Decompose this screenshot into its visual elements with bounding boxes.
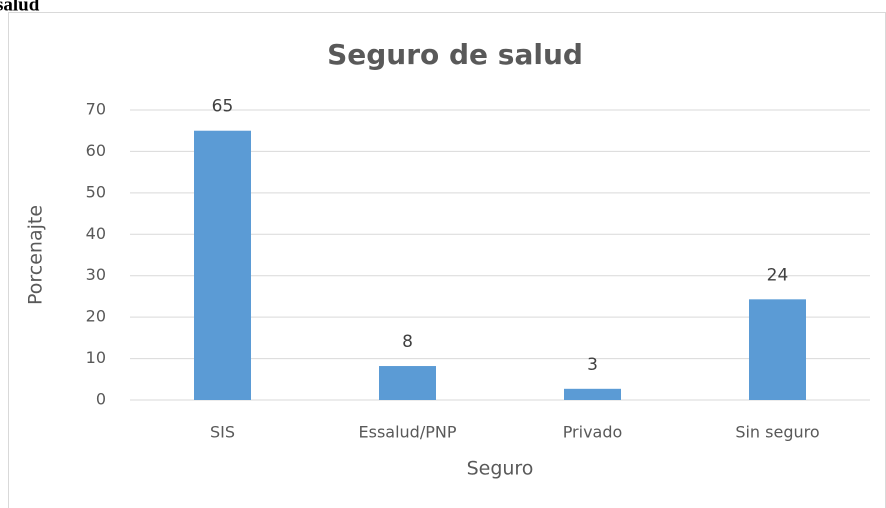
x-tick-label: Privado [563,423,623,442]
y-tick-label: 70 [86,100,106,119]
y-tick-label: 0 [96,390,106,409]
bar [564,388,621,400]
x-tick-label: SIS [210,423,235,442]
bar [379,366,436,400]
y-tick-label: 30 [86,265,106,284]
x-tick-label: Sin seguro [735,423,819,442]
y-tick-label: 10 [86,348,106,367]
x-tick-label: Essalud/PNP [359,423,457,442]
y-tick-label: 20 [86,307,106,326]
x-axis-title: Seguro [467,458,534,480]
y-tick-label: 60 [86,141,106,160]
data-label: 65 [212,97,234,117]
chart-title: Seguro de salud [327,38,583,71]
chart-frame [8,12,886,508]
data-label: 8 [402,332,413,352]
y-tick-label: 50 [86,182,106,201]
bar [749,299,806,400]
y-tick-label: 40 [86,224,106,243]
header-fragment: salud [0,0,40,15]
y-axis-title: Porcenajte [25,205,47,305]
data-label: 24 [767,265,789,285]
data-label: 3 [587,355,598,375]
bar [194,130,251,400]
